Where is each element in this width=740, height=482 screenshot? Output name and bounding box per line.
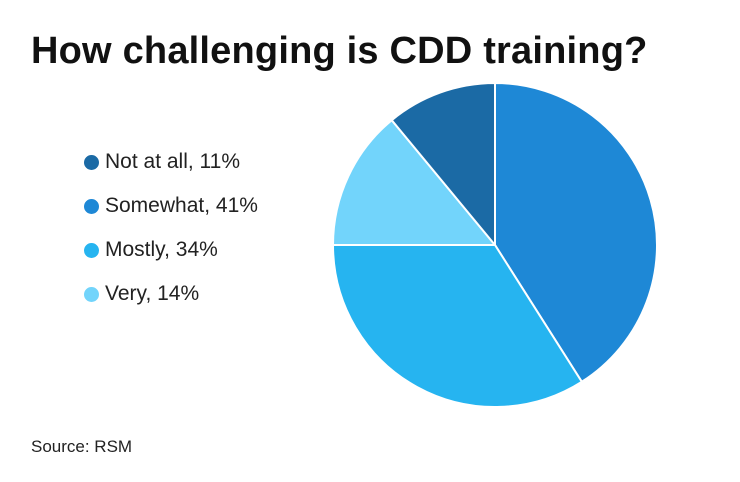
- legend-item-very: Very, 14%: [84, 272, 314, 316]
- chart-legend: Not at all, 11% Somewhat, 41% Mostly, 34…: [84, 140, 314, 316]
- legend-label: Somewhat, 41%: [105, 194, 258, 217]
- legend-item-not-at-all: Not at all, 11%: [84, 140, 314, 184]
- legend-swatch: [84, 154, 99, 170]
- pie-slice-mostly: [332, 244, 583, 408]
- chart-title: How challenging is CDD training?: [31, 30, 648, 72]
- legend-item-somewhat: Somewhat, 41%: [84, 184, 314, 228]
- legend-swatch: [84, 286, 99, 302]
- legend-label: Not at all, 11%: [105, 150, 241, 173]
- pie-chart: [332, 82, 658, 408]
- pie-slice-not-at-all: [390, 82, 496, 246]
- legend-swatch: [84, 242, 99, 258]
- source-note: Source: RSM: [31, 437, 133, 456]
- legend-label: Mostly, 34%: [105, 238, 218, 261]
- legend-item-mostly: Mostly, 34%: [84, 228, 314, 272]
- legend-label: Very, 14%: [105, 282, 200, 305]
- legend-swatch: [84, 198, 99, 214]
- pie-slice-very: [332, 119, 496, 246]
